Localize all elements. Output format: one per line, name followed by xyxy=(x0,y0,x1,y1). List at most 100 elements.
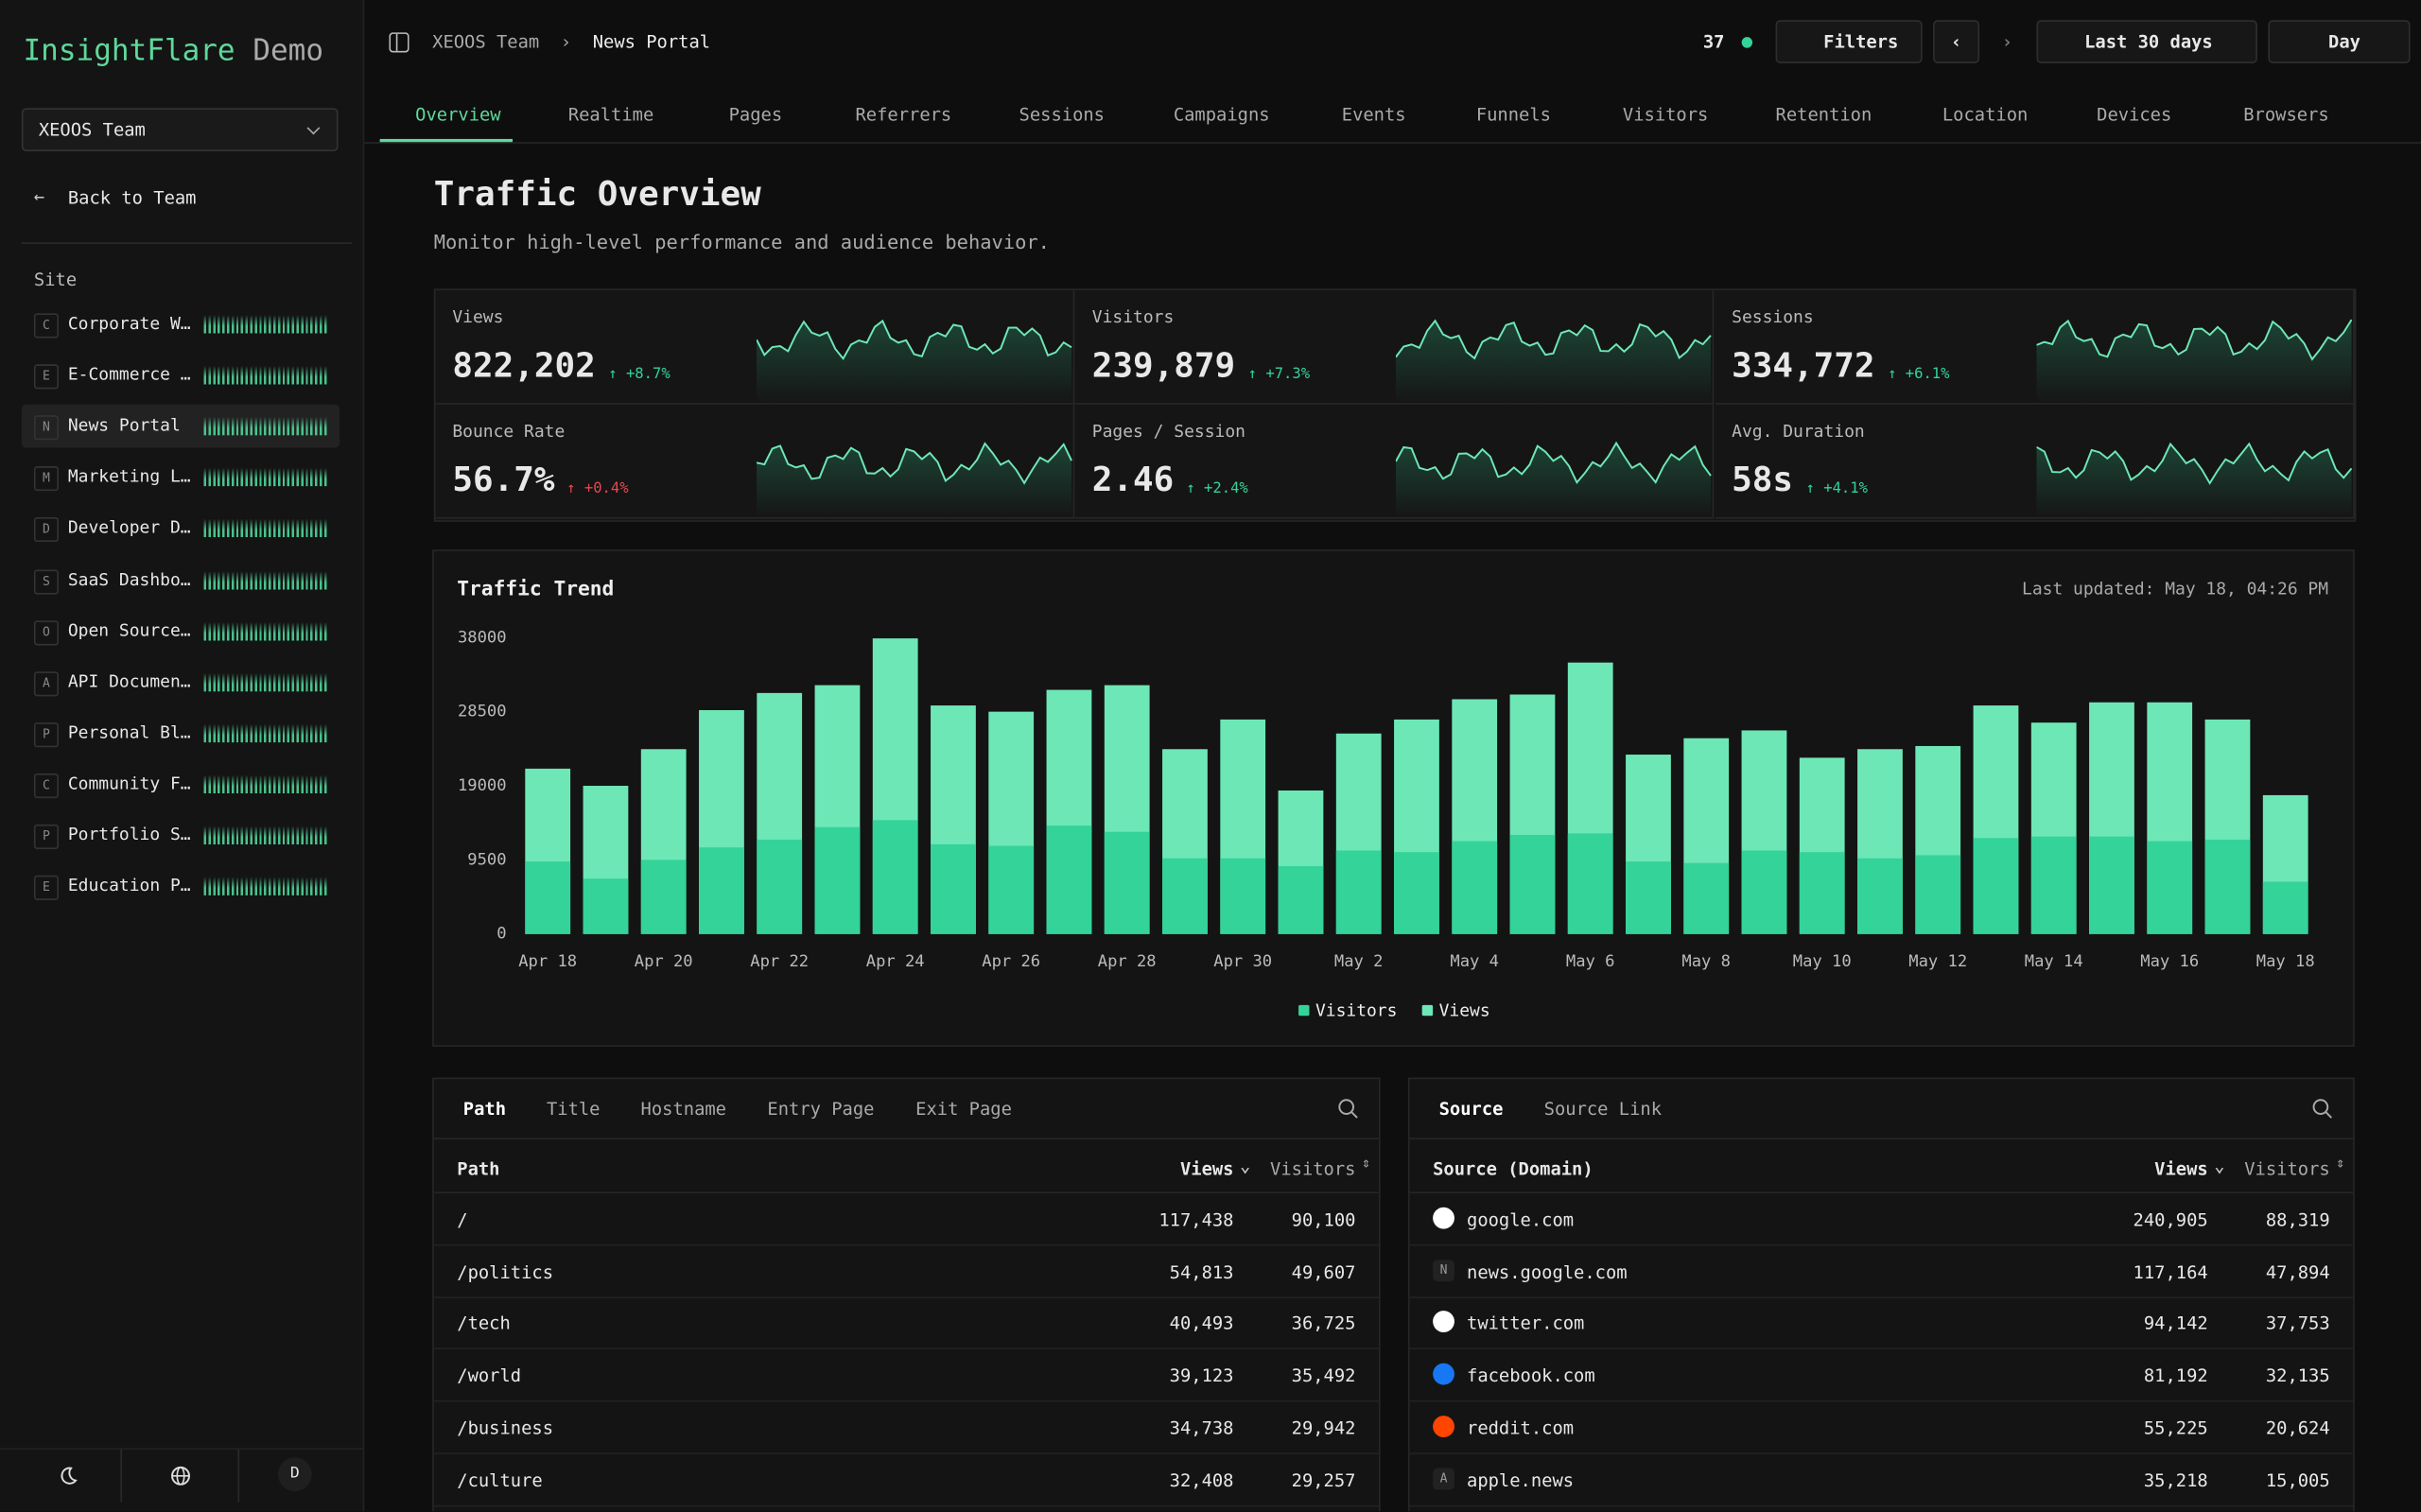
tab[interactable]: Retention xyxy=(1775,103,1872,126)
breadcrumb: XEOOS Team › News Portal xyxy=(432,30,711,53)
avatar[interactable]: D xyxy=(277,1457,312,1492)
bar xyxy=(1162,858,1208,934)
table-row[interactable]: facebook.com 81,192 32,135 xyxy=(1409,1349,2354,1402)
tab[interactable]: Campaigns xyxy=(1173,103,1270,126)
site-initial: O xyxy=(33,619,60,645)
sidebar-toggle[interactable] xyxy=(389,32,409,53)
tab[interactable]: Browsers xyxy=(2243,103,2329,126)
sort-icon: ⌄ xyxy=(1240,1155,1251,1177)
next-button[interactable]: › xyxy=(2001,30,2013,53)
site-item[interactable]: P Portfolio S… xyxy=(22,813,340,857)
table-tab[interactable]: Source xyxy=(1438,1097,1504,1120)
bar xyxy=(1046,826,1092,934)
site-item[interactable]: N News Portal xyxy=(21,405,340,448)
site-item[interactable]: P Personal Bl… xyxy=(22,711,340,755)
interval-select[interactable]: Day xyxy=(2268,20,2411,63)
site-item[interactable]: A API Documen… xyxy=(22,660,340,704)
tab[interactable]: Overview xyxy=(415,103,501,126)
crumb[interactable]: XEOOS Team xyxy=(432,30,540,53)
x-tick-label: Apr 28 xyxy=(1098,952,1157,971)
tab[interactable]: Devices xyxy=(2097,103,2172,126)
tab[interactable]: Realtime xyxy=(567,103,654,126)
table-row[interactable]: /politics 54,813 49,607 xyxy=(433,1245,1379,1298)
kpi-arrow: ↑ xyxy=(566,479,584,497)
table-row[interactable]: reddit.com 55,225 20,624 xyxy=(1409,1401,2354,1454)
table-row[interactable]: /tech 40,493 36,725 xyxy=(433,1297,1379,1350)
cell: facebook.com xyxy=(1467,1364,1595,1387)
tab[interactable]: Location xyxy=(1942,103,2029,126)
kpi-change-value: +8.7% xyxy=(625,365,671,383)
table-row[interactable]: /business 34,738 29,942 xyxy=(433,1401,1379,1454)
kpi-sparkline xyxy=(2035,319,2352,404)
table-row[interactable]: google.com 240,905 88,319 xyxy=(1409,1193,2354,1246)
table-row[interactable]: /culture 32,408 29,257 xyxy=(433,1453,1379,1506)
column-header[interactable]: Visitors xyxy=(2244,1157,2330,1180)
column-header[interactable]: Views xyxy=(2154,1157,2208,1180)
table-tab[interactable]: Hostname xyxy=(640,1097,726,1120)
column-header[interactable]: Path xyxy=(457,1157,500,1180)
language-toggle[interactable] xyxy=(170,1465,192,1486)
tab[interactable]: Events xyxy=(1341,103,1406,126)
kpi-value: 56.7% xyxy=(452,461,555,500)
back-link[interactable]: Back to Team xyxy=(34,185,197,208)
search-icon[interactable] xyxy=(2311,1098,2333,1120)
theme-toggle[interactable] xyxy=(57,1465,78,1486)
x-tick-label: May 6 xyxy=(1566,952,1615,971)
kpi-label: Views xyxy=(452,306,504,328)
sidebar-footer xyxy=(0,1448,363,1503)
table-tab[interactable]: Exit Page xyxy=(915,1097,1012,1120)
site-item[interactable]: E E-Commerce … xyxy=(22,354,340,397)
tab[interactable]: Sessions xyxy=(1019,103,1105,126)
site-item[interactable]: C Corporate W… xyxy=(22,303,340,346)
site-item[interactable]: M Marketing L… xyxy=(22,456,340,499)
filters-button[interactable]: Filters xyxy=(1775,20,1923,63)
site-item[interactable]: C Community F… xyxy=(22,762,340,806)
site-name: SaaS Dashbo… xyxy=(67,568,191,589)
table-row[interactable]: /world 39,123 35,492 xyxy=(433,1349,1379,1402)
bar xyxy=(757,839,803,934)
bar xyxy=(1104,831,1150,934)
search-icon[interactable] xyxy=(1337,1098,1359,1120)
bar xyxy=(1220,858,1266,934)
prev-button[interactable]: ‹ xyxy=(1933,20,1980,63)
column-header[interactable]: Source (Domain) xyxy=(1433,1157,1594,1180)
column-header[interactable]: Visitors xyxy=(1270,1157,1356,1180)
tab[interactable]: Referrers xyxy=(855,103,952,126)
site-item[interactable]: S SaaS Dashbo… xyxy=(22,558,340,601)
cell: 36,725 xyxy=(1291,1312,1356,1335)
table-tab[interactable]: Source Link xyxy=(1543,1097,1663,1120)
cell: 20,624 xyxy=(2265,1416,2330,1439)
site-sparkline xyxy=(203,621,328,640)
site-item[interactable]: E Education P… xyxy=(22,864,340,908)
cell: 39,123 xyxy=(1169,1364,1234,1387)
site-item[interactable]: O Open Source… xyxy=(22,609,340,652)
tab[interactable]: Funnels xyxy=(1475,103,1551,126)
site-item[interactable]: D Developer D… xyxy=(22,507,340,550)
source-icon xyxy=(1433,1207,1454,1229)
site-name: API Documen… xyxy=(67,670,191,691)
column-header[interactable]: Views xyxy=(1179,1157,1234,1180)
table-tab[interactable]: Title xyxy=(546,1097,601,1120)
site-initial: E xyxy=(33,364,60,390)
site-initial: C xyxy=(33,313,60,339)
tab[interactable]: Visitors xyxy=(1622,103,1709,126)
range-select[interactable]: Last 30 days xyxy=(2036,20,2257,63)
table-tab[interactable]: Entry Page xyxy=(767,1097,875,1120)
bar xyxy=(525,861,571,934)
site-name: E-Commerce … xyxy=(67,364,191,385)
x-tick-label: May 10 xyxy=(1793,952,1852,971)
site-sparkline xyxy=(203,826,328,845)
sources-table: Source Source Link Source (Domain) Views ⌄ Vi… xyxy=(1407,1077,2355,1512)
kpi-card: Views 822,202 ↑ +8.7% xyxy=(435,289,1075,405)
tab[interactable]: Pages xyxy=(728,103,783,126)
table-tab[interactable]: Path xyxy=(462,1097,507,1120)
team-select[interactable]: XEOOS Team xyxy=(21,108,339,151)
table-row[interactable]: twitter.com 94,142 37,753 xyxy=(1409,1297,2354,1350)
table-row[interactable]: / 117,438 90,100 xyxy=(433,1193,1379,1246)
kpi-arrow: ↑ xyxy=(1888,365,1906,383)
cell: 29,257 xyxy=(1291,1469,1356,1491)
kpi-card: Avg. Duration 58s ↑ +4.1% xyxy=(1715,404,2355,519)
kpi-label: Avg. Duration xyxy=(1732,421,1865,442)
